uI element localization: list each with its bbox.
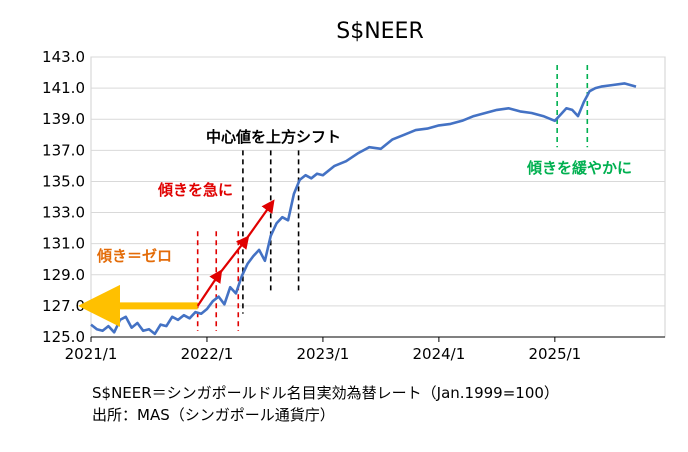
- chart-title: S$NEER: [336, 19, 424, 44]
- y-tick-label: 131.0: [42, 235, 85, 253]
- arrow: [244, 199, 275, 242]
- arrows-layer: [78, 199, 275, 327]
- series-layer: [90, 82, 637, 336]
- footnote-source: 出所：MAS（シンガポール通貨庁）: [92, 406, 335, 424]
- annotation-gentle: 傾きを緩やかに: [526, 159, 632, 177]
- footnote-definition: S$NEER＝シンガポールドル名目実効為替レート（Jan.1999=100）: [92, 384, 559, 402]
- arrow: [217, 235, 250, 276]
- x-tick-label: 2022/1: [181, 345, 234, 363]
- y-tick-label: 127.0: [42, 297, 85, 315]
- y-tick-label: 129.0: [42, 266, 85, 284]
- annotation-steep: 傾きを急に: [157, 181, 233, 199]
- y-tick-label: 133.0: [42, 204, 85, 222]
- y-tick-label: 125.0: [42, 328, 85, 346]
- marker-lines: [196, 65, 589, 331]
- y-tick-label: 143.0: [42, 48, 85, 66]
- gridlines: [91, 56, 665, 338]
- x-tick-label: 2023/1: [297, 345, 350, 363]
- y-tick-label: 141.0: [42, 79, 85, 97]
- x-tick-label: 2021/1: [65, 345, 118, 363]
- x-tick-label: 2024/1: [412, 345, 465, 363]
- chart: S$NEER 125.0 127.0 129.0 131.0 133.0 135.0 137…: [42, 19, 666, 363]
- series-line: [90, 82, 637, 336]
- arrow: [196, 269, 223, 307]
- y-tick-label: 139.0: [42, 110, 85, 128]
- y-tick-label: 135.0: [42, 172, 85, 190]
- annotation-zero: 傾き＝ゼロ: [96, 247, 172, 265]
- y-axis-ticks: 125.0 127.0 129.0 131.0 133.0 135.0 137.0 139.0…: [42, 48, 85, 346]
- annotation-center: 中心値を上方シフト: [206, 128, 341, 146]
- x-axis-ticks: 2021/1 2022/1 2023/1 2024/1 2025/1: [65, 337, 581, 363]
- x-tick-label: 2025/1: [528, 345, 581, 363]
- y-tick-label: 137.0: [42, 141, 85, 159]
